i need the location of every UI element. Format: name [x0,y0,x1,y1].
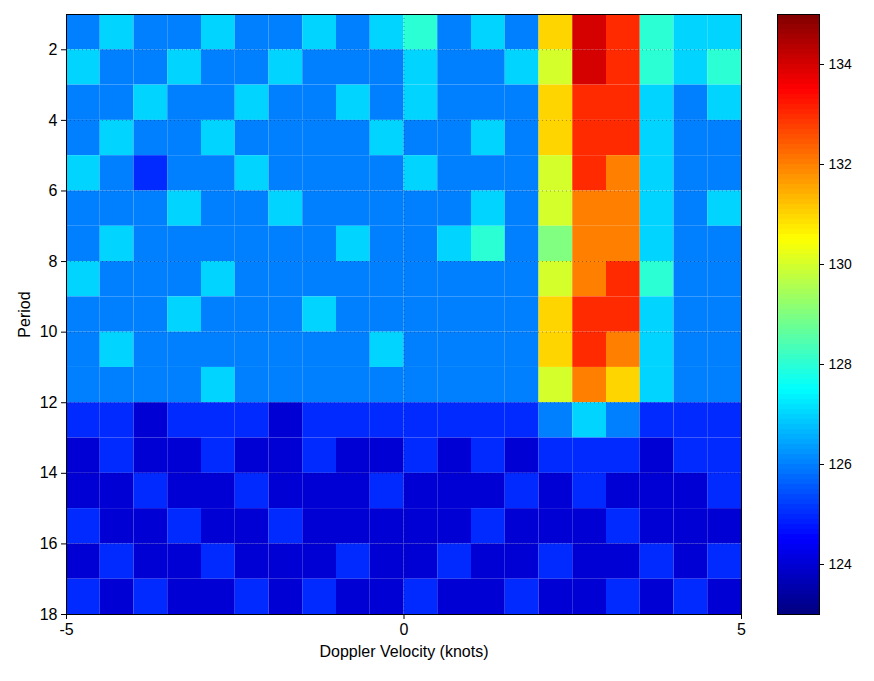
svg-text:Period: Period [16,291,33,337]
svg-text:-5: -5 [59,621,73,638]
svg-text:134: 134 [829,56,853,72]
svg-text:10: 10 [40,323,58,340]
svg-text:6: 6 [49,182,58,199]
svg-text:128: 128 [829,356,853,372]
svg-text:14: 14 [40,464,58,481]
svg-text:16: 16 [40,535,58,552]
svg-text:0: 0 [400,621,409,638]
svg-text:130: 130 [829,256,853,272]
svg-text:12: 12 [40,394,58,411]
svg-text:132: 132 [829,156,853,172]
svg-text:8: 8 [49,253,58,270]
svg-text:4: 4 [49,112,58,129]
svg-text:18: 18 [40,606,58,623]
svg-text:Doppler Velocity (knots): Doppler Velocity (knots) [320,643,489,660]
svg-text:5: 5 [737,621,746,638]
svg-text:124: 124 [829,556,853,572]
svg-text:2: 2 [49,41,58,58]
svg-text:126: 126 [829,456,853,472]
